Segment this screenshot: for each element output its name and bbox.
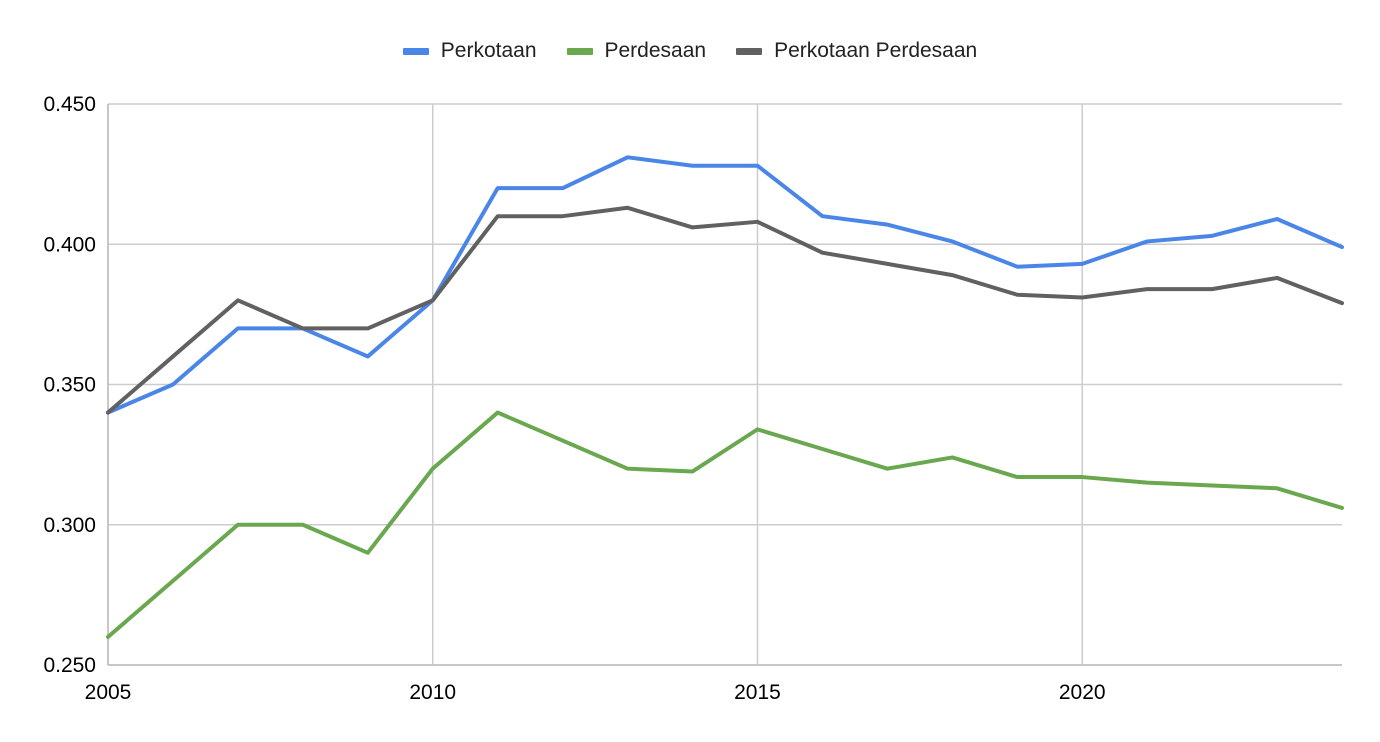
legend-label-perdesaan: Perdesaan [604, 39, 707, 62]
x-tick-label: 2010 [409, 681, 456, 704]
legend-label-perkotaan-perdesaan: Perkotaan Perdesaan [774, 39, 978, 62]
legend-item-perkotaan: Perkotaan [402, 39, 537, 63]
legend-item-perdesaan: Perdesaan [566, 39, 707, 63]
y-tick-label: 0.350 [43, 374, 96, 397]
x-tick-label: 2015 [734, 681, 781, 704]
chart-legend: Perkotaan Perdesaan Perkotaan Perdesaan [0, 34, 1380, 68]
legend-item-perkotaan-perdesaan: Perkotaan Perdesaan [736, 39, 977, 63]
y-tick-label: 0.450 [43, 93, 96, 116]
series-line-perdesaan [106, 410, 1344, 639]
legend-swatch-perdesaan [566, 47, 593, 55]
legend-swatch-perkotaan [402, 47, 429, 55]
y-tick-label: 0.400 [43, 233, 96, 256]
legend-swatch-perkotaan-perdesaan [736, 47, 763, 55]
series-line-perkotaan-perdesaan [106, 205, 1344, 415]
y-tick-label: 0.300 [43, 514, 96, 537]
x-tick-label: 2005 [85, 681, 132, 704]
series-line-perkotaan [106, 155, 1344, 415]
legend-label-perkotaan: Perkotaan [440, 39, 537, 62]
y-tick-label: 0.250 [43, 654, 96, 677]
x-tick-label: 2020 [1059, 681, 1106, 704]
